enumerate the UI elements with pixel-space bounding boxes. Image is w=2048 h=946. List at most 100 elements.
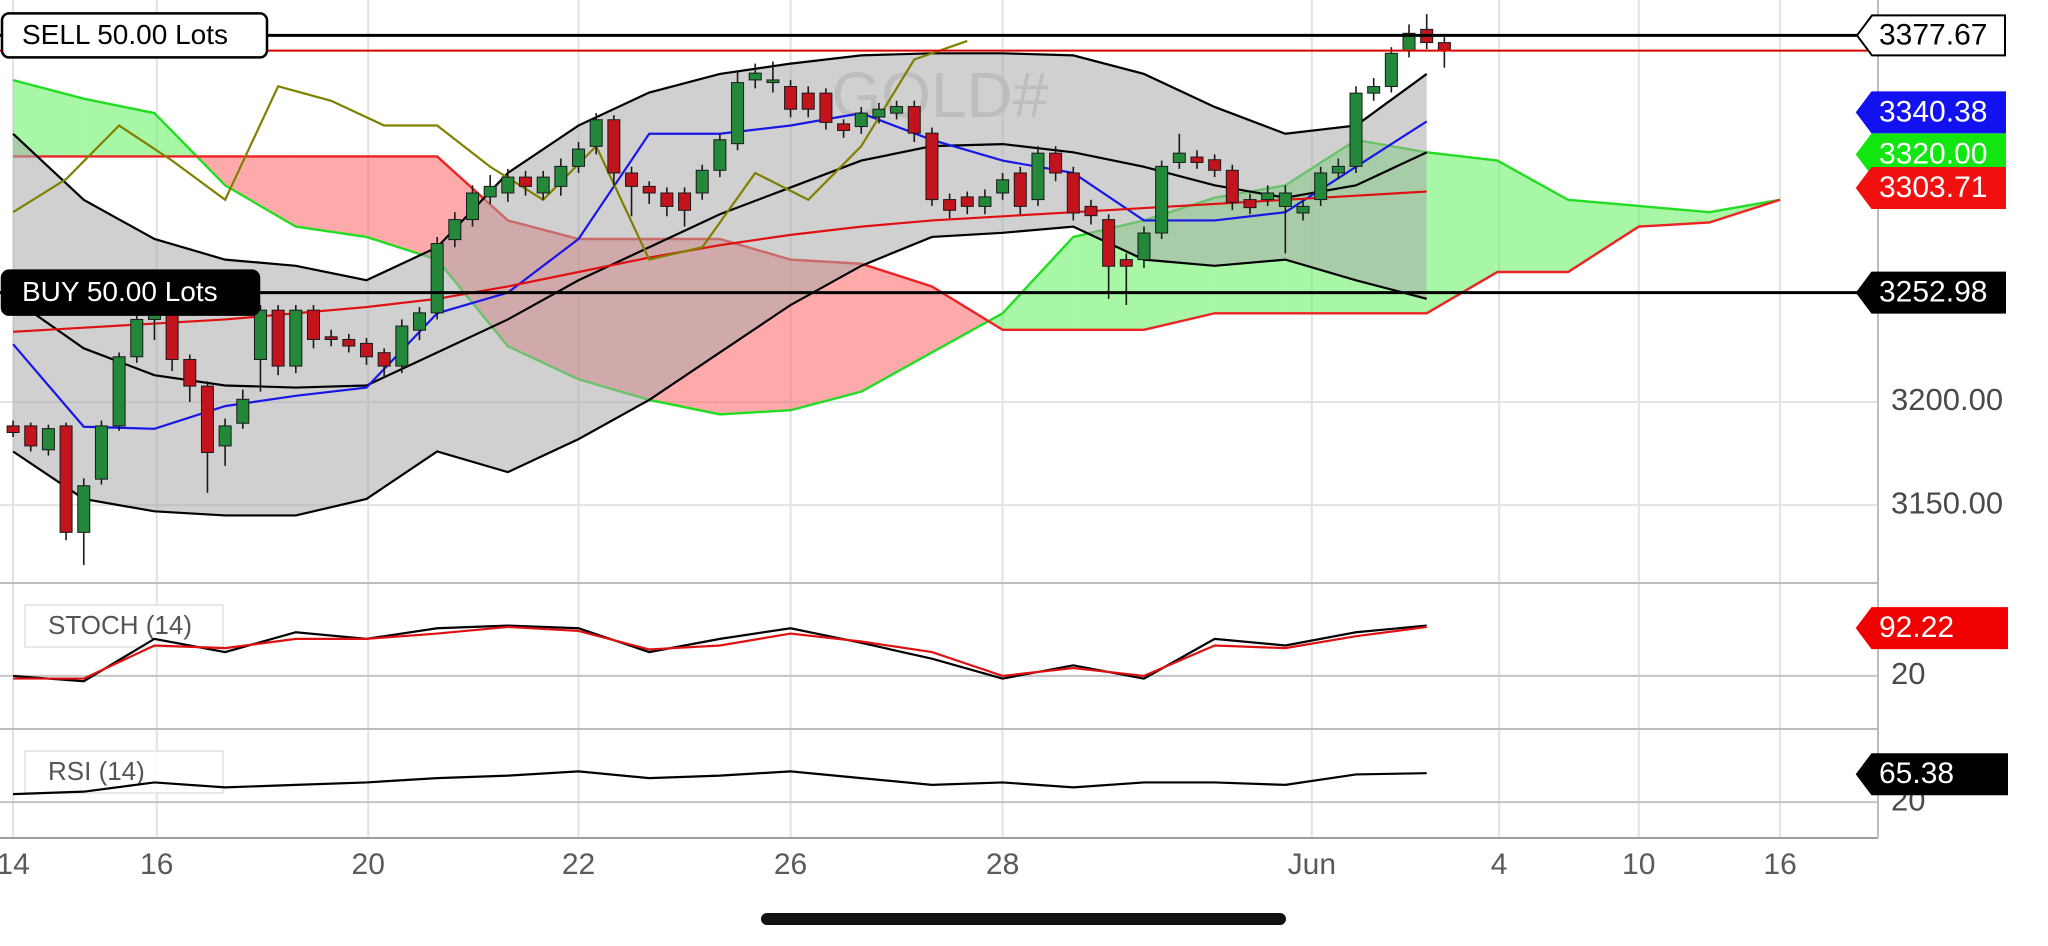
- candle-body: [1243, 199, 1257, 209]
- candle-body: [359, 342, 373, 358]
- candle-body: [713, 139, 727, 171]
- candle-body: [660, 192, 674, 207]
- candle-body: [94, 425, 108, 480]
- price-tag: [1855, 271, 2006, 314]
- candle-body: [589, 119, 603, 147]
- overlay-layer: 14 16 20 22 26 28 Jun 4 10 16 3150.00 3200.00 3340.3…: [0, 12, 2008, 881]
- price-tag: [1855, 607, 2008, 650]
- candle-body: [925, 132, 939, 201]
- order-box[interactable]: [0, 269, 261, 316]
- price-tag-label: 3377.67: [1879, 18, 1987, 51]
- candle-body: [766, 79, 780, 84]
- price-tag-label: 92.22: [1879, 611, 1954, 644]
- candle-body: [466, 192, 480, 221]
- candle-body: [130, 318, 144, 358]
- cloud-fill: [861, 263, 932, 392]
- panel-label: RSI (14): [48, 756, 145, 786]
- x-tick-label: 14: [0, 848, 30, 881]
- x-tick-label: 22: [562, 848, 595, 881]
- candle-body: [218, 425, 232, 447]
- x-tick-label: 20: [352, 848, 385, 881]
- candle-body: [1225, 169, 1239, 203]
- candle-body: [607, 119, 621, 174]
- cloud-fill: [366, 156, 438, 260]
- candle-body: [501, 176, 515, 194]
- candle-body: [554, 165, 568, 187]
- cloud-line: [13, 155, 1781, 331]
- price-tag-label: 3303.71: [1879, 171, 1987, 204]
- candle-body: [112, 356, 126, 427]
- candle-body: [200, 385, 214, 454]
- y-tick-label: 20: [1891, 656, 1925, 691]
- order-box[interactable]: [0, 12, 269, 59]
- order-label: BUY 50.00 Lots: [22, 276, 218, 307]
- price-tag-label: 3252.98: [1879, 276, 1987, 309]
- price-panel: GOLD#: [0, 14, 1878, 565]
- candle-body: [978, 196, 992, 207]
- candle-body: [854, 112, 868, 128]
- indicator-line: [13, 770, 1427, 796]
- candle-body: [960, 196, 974, 207]
- candle-body: [377, 352, 391, 367]
- candle-body: [801, 92, 815, 110]
- candle-body: [1172, 152, 1186, 163]
- candle-body: [1349, 92, 1363, 167]
- candle-body: [1155, 165, 1169, 234]
- candle-body: [1102, 219, 1116, 267]
- candle-body: [1066, 172, 1080, 214]
- candle-body: [77, 485, 91, 533]
- home-indicator: [761, 913, 1286, 925]
- x-tick-label: 10: [1622, 848, 1655, 881]
- candle-body: [872, 108, 886, 118]
- candle-body: [6, 425, 20, 434]
- candle-body: [625, 172, 639, 187]
- candle-body: [678, 192, 692, 211]
- candle-body: [1049, 152, 1063, 174]
- price-tag-label: 3320.00: [1879, 137, 1987, 170]
- candle-body: [253, 309, 267, 360]
- candle-body: [519, 176, 533, 187]
- panel-label: STOCH (14): [48, 610, 192, 640]
- cloud-fill: [790, 259, 862, 411]
- candle-body: [395, 325, 409, 367]
- candle-body: [996, 179, 1010, 194]
- candle-body: [907, 106, 921, 134]
- price-tag: [1855, 14, 2006, 57]
- price-tag-label: 3340.38: [1879, 95, 1987, 128]
- candle-body: [784, 86, 798, 110]
- candle-body: [1278, 192, 1292, 207]
- candle-body: [1296, 205, 1310, 214]
- candle-body: [837, 123, 851, 131]
- price-tag: [1855, 753, 2008, 796]
- cloud-line: [12, 78, 1781, 416]
- price-tag-label: 65.38: [1879, 757, 1954, 790]
- candle-body: [236, 398, 250, 424]
- indicator-line: [12, 142, 1428, 389]
- y-tick-label: 3200.00: [1891, 382, 2003, 417]
- cloud-fill: [295, 156, 367, 237]
- cloud-fill: [988, 313, 1003, 330]
- candle-body: [183, 358, 197, 387]
- cloud-fill: [1002, 236, 1074, 330]
- candle-body: [1031, 152, 1045, 201]
- x-tick-label: Jun: [1288, 848, 1336, 881]
- cloud-fill: [1568, 199, 1639, 273]
- indicator-line: [13, 625, 1427, 680]
- order-label: SELL 50.00 Lots: [22, 19, 228, 50]
- candle-body: [1190, 156, 1204, 163]
- panel-label-box: [24, 604, 224, 648]
- candle-body: [943, 199, 957, 211]
- x-tick-label: 28: [986, 848, 1019, 881]
- candle-body: [41, 428, 55, 451]
- candle-body: [1437, 42, 1451, 52]
- candle-body: [324, 336, 338, 340]
- cloud-fill: [1426, 152, 1498, 314]
- candle-body: [642, 185, 656, 194]
- x-tick-label: 4: [1491, 848, 1508, 881]
- cloud-fill: [931, 286, 989, 353]
- x-tick-label: 26: [774, 848, 807, 881]
- candle-body: [412, 312, 426, 331]
- indicator-line: [13, 190, 1427, 333]
